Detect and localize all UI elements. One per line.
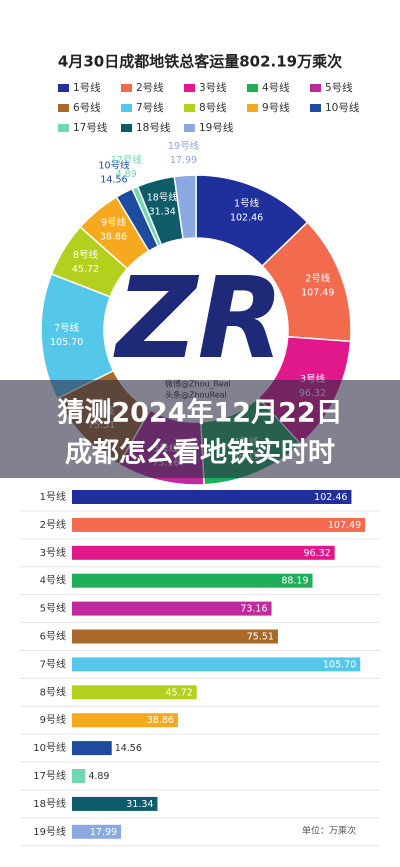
bar-value-label: 4.89: [88, 771, 109, 782]
legend-label: 1号线: [73, 81, 101, 94]
legend-label: 8号线: [199, 101, 227, 114]
legend-swatch: [121, 84, 132, 92]
legend-label: 19号线: [199, 121, 234, 134]
bar-value-label: 38.86: [147, 715, 174, 726]
donut-category-label: 19号线: [168, 140, 200, 152]
donut-category-label: 2号线: [305, 272, 331, 284]
bar-category-label: 2号线: [40, 518, 66, 531]
bar-category-label: 18号线: [33, 797, 66, 810]
legend-label: 6号线: [73, 101, 101, 114]
bar: [72, 517, 366, 532]
bar-category-label: 10号线: [33, 741, 66, 754]
bar-category-label: 1号线: [40, 490, 66, 503]
bar-value-label: 102.46: [314, 492, 347, 503]
overlay-title-line: 猜测2024年12月22日: [56, 397, 342, 429]
donut-category-label: 7号线: [54, 322, 80, 334]
bar-value-label: 107.49: [328, 520, 361, 531]
legend-swatch: [121, 124, 132, 132]
donut-value-label: 31.34: [149, 206, 176, 217]
bar: [72, 545, 335, 560]
bar: [72, 657, 361, 672]
bar-category-label: 9号线: [40, 713, 66, 726]
bar-value-label: 73.16: [240, 604, 267, 615]
legend-swatch: [58, 84, 69, 92]
legend-label: 10号线: [325, 101, 360, 114]
legend-swatch: [310, 84, 321, 92]
donut-category-label: 1号线: [234, 197, 260, 209]
bar: [72, 769, 86, 783]
donut-value-label: 4.89: [116, 169, 137, 180]
overlay-title-line: 成都怎么看地铁实时时: [65, 437, 335, 469]
legend-swatch: [247, 104, 258, 112]
donut-value-label: 105.70: [50, 337, 83, 348]
bar-value-label: 88.19: [281, 576, 308, 587]
bar-value-label: 105.70: [323, 659, 356, 670]
donut-value-label: 107.49: [301, 287, 334, 298]
legend-swatch: [58, 124, 69, 132]
bar-category-label: 6号线: [40, 630, 66, 643]
bar-category-label: 3号线: [40, 546, 66, 559]
bar: [72, 601, 272, 616]
bar-category-label: 17号线: [33, 769, 66, 782]
bar-value-label: 31.34: [126, 799, 153, 810]
chart-title: 4月30日成都地铁总客运量802.19万乘次: [58, 53, 342, 71]
legend-swatch: [121, 104, 132, 112]
bar-value-label: 17.99: [90, 827, 117, 838]
legend-label: 4号线: [262, 81, 290, 94]
legend-label: 2号线: [136, 81, 164, 94]
bar: [72, 824, 122, 839]
donut-category-label: 10号线: [98, 160, 130, 172]
bar-value-label: 96.32: [303, 548, 330, 559]
unit-label: 单位：万乘次: [302, 825, 356, 837]
bar: [72, 573, 313, 588]
bar: [72, 490, 352, 504]
donut-value-label: 45.72: [72, 264, 99, 275]
bar-category-label: 8号线: [40, 685, 66, 698]
bar: [72, 741, 112, 756]
donut-category-label: 17号线: [111, 154, 143, 166]
bar-category-label: 4号线: [40, 574, 66, 587]
bar-value-label: 75.51: [247, 632, 274, 643]
bar-category-label: 19号线: [33, 825, 66, 838]
bar-value-label: 14.56: [115, 743, 142, 754]
donut-category-label: 18号线: [147, 191, 179, 203]
legend-swatch: [184, 124, 195, 132]
bar-category-label: 7号线: [40, 657, 66, 670]
bar-value-label: 45.72: [165, 687, 192, 698]
legend-label: 18号线: [136, 121, 171, 134]
legend-label: 3号线: [199, 81, 227, 94]
legend-label: 7号线: [136, 101, 164, 114]
legend-swatch: [184, 104, 195, 112]
overlay-band: [0, 380, 400, 478]
donut-value-label: 38.86: [100, 232, 127, 243]
legend-swatch: [184, 84, 195, 92]
donut-category-label: 8号线: [73, 249, 99, 261]
legend-swatch: [247, 84, 258, 92]
bar: [72, 713, 178, 728]
bar: [72, 685, 197, 700]
bar: [72, 796, 158, 811]
donut-value-label: 14.56: [100, 175, 127, 186]
legend-label: 9号线: [262, 101, 290, 114]
bar-category-label: 5号线: [40, 602, 66, 615]
legend-swatch: [310, 104, 321, 112]
bar: [72, 629, 278, 644]
legend-swatch: [58, 104, 69, 112]
donut-segment: [173, 174, 197, 240]
donut-value-label: 102.46: [230, 212, 263, 223]
legend-label: 5号线: [325, 81, 353, 94]
donut-category-label: 9号线: [101, 217, 127, 229]
donut-value-label: 17.99: [170, 155, 197, 166]
legend-label: 17号线: [73, 121, 108, 134]
logo-backdrop: [105, 239, 287, 421]
logo-text: ZR: [113, 254, 283, 384]
